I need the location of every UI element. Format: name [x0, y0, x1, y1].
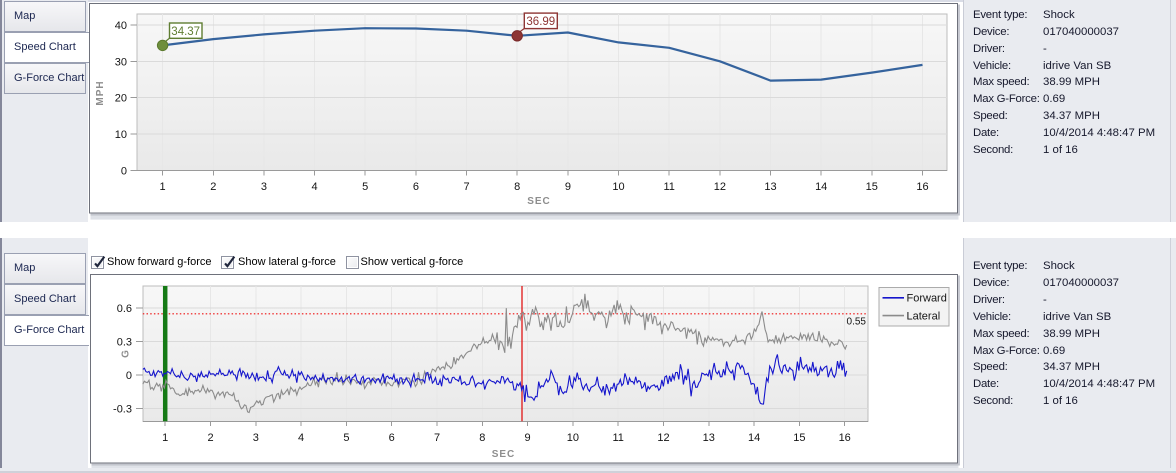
svg-text:6: 6 [413, 181, 419, 193]
svg-text:30: 30 [115, 56, 127, 68]
svg-text:MPH: MPH [95, 80, 106, 105]
svg-text:1: 1 [160, 181, 166, 193]
svg-text:11: 11 [612, 432, 623, 444]
svg-text:10: 10 [567, 432, 579, 444]
svg-text:20: 20 [115, 93, 127, 105]
svg-text:36.99: 36.99 [526, 16, 555, 28]
svg-text:5: 5 [362, 181, 368, 193]
svg-text:14: 14 [748, 432, 760, 444]
svg-text:15: 15 [866, 181, 878, 193]
svg-text:0.55: 0.55 [847, 317, 867, 328]
svg-text:9: 9 [565, 181, 571, 193]
svg-text:2: 2 [207, 432, 213, 444]
svg-text:8: 8 [479, 432, 485, 444]
svg-text:Forward: Forward [907, 293, 947, 305]
svg-text:5: 5 [343, 432, 349, 444]
svg-text:12: 12 [657, 432, 669, 444]
svg-text:SEC: SEC [527, 196, 551, 207]
svg-text:13: 13 [703, 432, 715, 444]
svg-text:4: 4 [312, 181, 318, 193]
svg-text:3: 3 [261, 181, 267, 193]
svg-text:Lateral: Lateral [907, 310, 941, 322]
svg-text:13: 13 [764, 181, 776, 193]
svg-text:16: 16 [839, 432, 851, 444]
svg-text:10: 10 [612, 181, 624, 193]
svg-text:2: 2 [210, 181, 216, 193]
svg-text:0.3: 0.3 [117, 337, 132, 349]
svg-text:3: 3 [253, 432, 259, 444]
svg-text:SEC: SEC [492, 449, 516, 460]
svg-text:8: 8 [514, 181, 520, 193]
svg-text:0: 0 [126, 370, 132, 382]
svg-text:14: 14 [815, 181, 827, 193]
svg-text:12: 12 [714, 181, 726, 193]
svg-text:7: 7 [464, 181, 470, 193]
svg-text:0: 0 [121, 165, 127, 177]
svg-text:1: 1 [162, 432, 168, 444]
svg-text:9: 9 [525, 432, 531, 444]
svg-text:6: 6 [389, 432, 395, 444]
svg-text:7: 7 [434, 432, 440, 444]
svg-text:15: 15 [793, 432, 805, 444]
svg-text:4: 4 [298, 432, 304, 444]
svg-text:40: 40 [115, 20, 127, 32]
svg-text:G: G [121, 349, 132, 358]
svg-text:10: 10 [115, 129, 127, 141]
svg-text:11: 11 [663, 181, 674, 193]
svg-text:0.6: 0.6 [117, 303, 132, 315]
svg-text:16: 16 [916, 181, 928, 193]
svg-text:34.37: 34.37 [171, 26, 200, 38]
svg-text:-0.3: -0.3 [113, 404, 132, 416]
